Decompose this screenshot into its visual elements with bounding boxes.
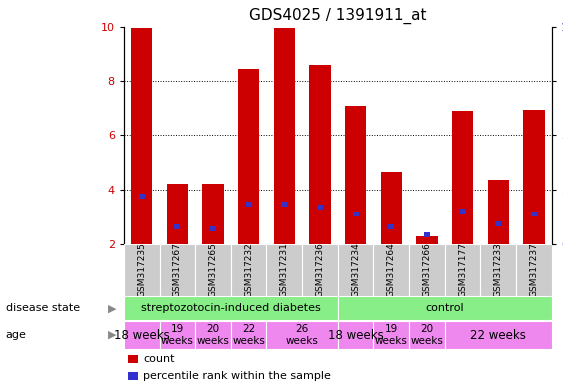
Bar: [516, 244, 552, 296]
Bar: [245, 202, 252, 207]
Bar: [480, 244, 516, 296]
Text: percentile rank within the sample: percentile rank within the sample: [143, 371, 331, 381]
Text: age: age: [6, 330, 26, 340]
Text: GSM317234: GSM317234: [351, 242, 360, 297]
Title: GDS4025 / 1391911_at: GDS4025 / 1391911_at: [249, 8, 427, 24]
Bar: [128, 355, 137, 362]
Text: GSM317231: GSM317231: [280, 242, 289, 297]
Bar: [381, 172, 402, 244]
Bar: [409, 244, 445, 296]
Text: control: control: [426, 303, 464, 313]
Bar: [231, 244, 266, 296]
Bar: [338, 244, 373, 296]
Bar: [210, 227, 216, 232]
Text: GSM317264: GSM317264: [387, 242, 396, 297]
Bar: [495, 221, 501, 226]
Bar: [309, 65, 330, 244]
Bar: [338, 321, 373, 349]
Text: 22
weeks: 22 weeks: [232, 324, 265, 346]
Text: 22 weeks: 22 weeks: [470, 329, 526, 341]
Bar: [531, 212, 537, 217]
Text: GSM317237: GSM317237: [529, 242, 538, 297]
Bar: [282, 202, 287, 207]
Bar: [452, 111, 473, 244]
Text: 20
weeks: 20 weeks: [196, 324, 230, 346]
Bar: [445, 244, 480, 296]
Bar: [338, 296, 552, 320]
Bar: [238, 69, 260, 244]
Bar: [352, 212, 359, 217]
Bar: [131, 28, 153, 244]
Bar: [345, 106, 367, 244]
Bar: [138, 194, 145, 199]
Text: GSM317235: GSM317235: [137, 242, 146, 297]
Text: 19
weeks: 19 weeks: [375, 324, 408, 346]
Bar: [274, 28, 295, 244]
Bar: [373, 244, 409, 296]
Bar: [317, 205, 323, 210]
Text: 18 weeks: 18 weeks: [328, 329, 383, 341]
Bar: [416, 236, 437, 244]
Bar: [195, 244, 231, 296]
Bar: [124, 244, 159, 296]
Bar: [202, 184, 224, 244]
Text: 26
weeks: 26 weeks: [285, 324, 319, 346]
Text: ▶: ▶: [108, 303, 117, 313]
Text: GSM317236: GSM317236: [315, 242, 324, 297]
Text: 18 weeks: 18 weeks: [114, 329, 169, 341]
Bar: [128, 372, 137, 380]
Bar: [373, 321, 409, 349]
Bar: [459, 209, 466, 214]
Bar: [523, 109, 544, 244]
Bar: [445, 321, 552, 349]
Bar: [159, 244, 195, 296]
Bar: [231, 321, 266, 349]
Text: GSM317233: GSM317233: [494, 242, 503, 297]
Text: GSM317267: GSM317267: [173, 242, 182, 297]
Bar: [195, 321, 231, 349]
Text: disease state: disease state: [6, 303, 80, 313]
Text: GSM317177: GSM317177: [458, 242, 467, 297]
Bar: [266, 321, 338, 349]
Text: GSM317265: GSM317265: [208, 242, 217, 297]
Bar: [175, 224, 180, 228]
Bar: [409, 321, 445, 349]
Bar: [488, 180, 509, 244]
Bar: [159, 321, 195, 349]
Text: GSM317232: GSM317232: [244, 242, 253, 297]
Text: streptozotocin-induced diabetes: streptozotocin-induced diabetes: [141, 303, 321, 313]
Text: 20
weeks: 20 weeks: [410, 324, 444, 346]
Text: ▶: ▶: [108, 330, 117, 340]
Bar: [167, 184, 188, 244]
Bar: [124, 321, 159, 349]
Text: 19
weeks: 19 weeks: [161, 324, 194, 346]
Bar: [388, 224, 394, 228]
Bar: [302, 244, 338, 296]
Bar: [266, 244, 302, 296]
Text: GSM317266: GSM317266: [422, 242, 431, 297]
Bar: [424, 232, 430, 237]
Text: count: count: [143, 354, 175, 364]
Bar: [124, 296, 338, 320]
